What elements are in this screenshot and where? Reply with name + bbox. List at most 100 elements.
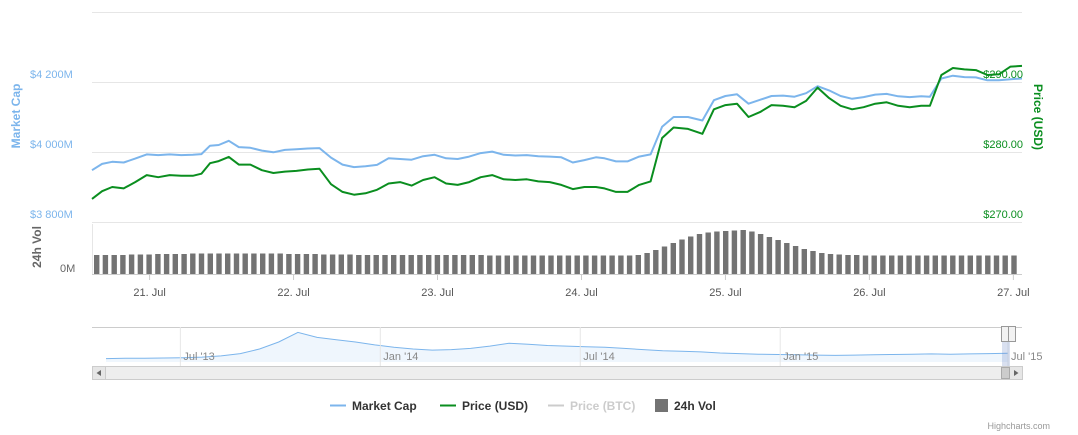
volume-bar bbox=[950, 255, 956, 274]
volume-bar bbox=[696, 234, 703, 274]
volume-bar bbox=[373, 255, 379, 274]
volume-bar bbox=[958, 255, 965, 274]
volume-bar bbox=[1011, 255, 1017, 274]
volume-bar bbox=[294, 254, 301, 274]
navigator-right-handle[interactable] bbox=[1008, 326, 1016, 342]
legend-label: Price (BTC) bbox=[570, 399, 635, 413]
volume-bar bbox=[216, 253, 222, 274]
navigator-label: Jul '13 bbox=[183, 351, 214, 363]
left-axis-tick: $3 800M bbox=[30, 209, 73, 221]
volume-bar bbox=[723, 231, 729, 274]
plot-grid bbox=[92, 12, 1022, 275]
volume-bar bbox=[880, 255, 886, 274]
navigator-left-handle[interactable] bbox=[1001, 326, 1009, 342]
volume-bar bbox=[417, 255, 423, 274]
legend-label: 24h Vol bbox=[674, 399, 716, 413]
volume-bar bbox=[757, 234, 764, 274]
scroll-right-arrow-icon bbox=[1014, 370, 1019, 376]
volume-bar bbox=[661, 246, 668, 274]
volume-bar bbox=[644, 253, 650, 274]
volume-bar bbox=[653, 250, 659, 274]
left-axis-tick: $4 200M bbox=[30, 69, 73, 81]
volume-bar bbox=[871, 255, 877, 274]
volume-bar bbox=[347, 254, 353, 274]
volume-bar bbox=[626, 255, 633, 274]
volume-bar bbox=[985, 255, 991, 274]
volume-bar bbox=[452, 255, 458, 274]
volume-bar bbox=[635, 255, 641, 274]
legend-item-market-cap[interactable]: Market Cap bbox=[330, 399, 417, 413]
volume-bar bbox=[810, 251, 816, 274]
x-axis-label: 21. Jul bbox=[133, 287, 165, 299]
volume-bar bbox=[688, 236, 694, 274]
volume-axis-title: 24h Vol bbox=[30, 226, 44, 268]
volume-bar bbox=[1002, 255, 1008, 274]
volume-bar bbox=[469, 255, 475, 274]
volume-bar bbox=[923, 255, 930, 274]
right-axis: $290.00 $280.00 $270.00 Price (USD) bbox=[983, 69, 1045, 221]
volume-bar bbox=[399, 255, 406, 274]
volume-bar bbox=[574, 255, 580, 274]
volume-bar bbox=[338, 254, 344, 274]
volume-bar bbox=[731, 230, 738, 274]
scrollbar-thumb[interactable] bbox=[1001, 367, 1010, 379]
legend-item-price-btc[interactable]: Price (BTC) bbox=[548, 399, 635, 413]
volume-bar bbox=[443, 255, 449, 274]
volume-bar bbox=[268, 253, 275, 274]
volume-bar bbox=[181, 254, 187, 274]
volume-bar bbox=[242, 253, 248, 274]
navigator-selection[interactable] bbox=[1002, 327, 1010, 366]
legend-item-price-usd[interactable]: Price (USD) bbox=[440, 399, 528, 413]
volume-bar bbox=[303, 254, 310, 274]
volume-bar bbox=[889, 255, 895, 274]
volume-bar bbox=[286, 254, 292, 274]
volume-bar bbox=[111, 255, 117, 274]
x-axis-label: 22. Jul bbox=[277, 287, 309, 299]
volume-bar bbox=[801, 249, 807, 274]
price-usd-line[interactable] bbox=[91, 64, 1023, 200]
volume-bar bbox=[941, 255, 947, 274]
volume-bar bbox=[312, 254, 318, 274]
volume-bar bbox=[356, 255, 362, 274]
volume-bar bbox=[364, 255, 371, 274]
legend-item-24h-vol[interactable]: 24h Vol bbox=[655, 399, 716, 413]
volume-bar bbox=[600, 255, 607, 274]
volume-bar bbox=[932, 255, 938, 274]
volume-bar bbox=[163, 254, 170, 274]
volume-bar bbox=[967, 255, 973, 274]
volume-bar bbox=[277, 253, 283, 274]
volume-bar bbox=[897, 255, 904, 274]
volume-axis-tick: 0M bbox=[60, 263, 75, 275]
volume-bar bbox=[819, 253, 825, 274]
volume-bar bbox=[321, 254, 327, 274]
x-axis-label: 26. Jul bbox=[853, 287, 885, 299]
volume-bar bbox=[609, 255, 615, 274]
legend-label: Market Cap bbox=[352, 399, 417, 413]
volume-bar bbox=[583, 255, 589, 274]
volume-bar bbox=[749, 231, 755, 274]
left-axis-title: Market Cap bbox=[9, 84, 23, 149]
left-axis: $4 200M $4 000M $3 800M Market Cap 24h Vol 0M bbox=[9, 69, 75, 275]
volume-bar bbox=[548, 255, 554, 274]
volume-bar bbox=[618, 255, 624, 274]
scrollbar-track[interactable] bbox=[92, 366, 1023, 380]
volume-bar bbox=[207, 253, 213, 274]
volume-bar bbox=[705, 232, 711, 274]
volume-bar bbox=[233, 253, 240, 274]
navigator-label: Jan '15 bbox=[783, 351, 818, 363]
volume-bar bbox=[460, 255, 467, 274]
x-axis-label: 27. Jul bbox=[997, 287, 1029, 299]
volume-bar bbox=[251, 253, 257, 274]
market-cap-line[interactable] bbox=[91, 74, 1023, 172]
x-axis-label: 25. Jul bbox=[709, 287, 741, 299]
navigator-area bbox=[106, 332, 1008, 362]
volume-bar bbox=[504, 255, 510, 274]
volume-bar bbox=[260, 253, 266, 274]
volume-bar bbox=[591, 255, 598, 274]
series-lines bbox=[91, 64, 1023, 200]
volume-bar bbox=[513, 255, 519, 274]
credits[interactable]: Highcharts.com bbox=[987, 421, 1050, 431]
volume-bar bbox=[434, 255, 441, 274]
volume-bar bbox=[530, 255, 537, 274]
